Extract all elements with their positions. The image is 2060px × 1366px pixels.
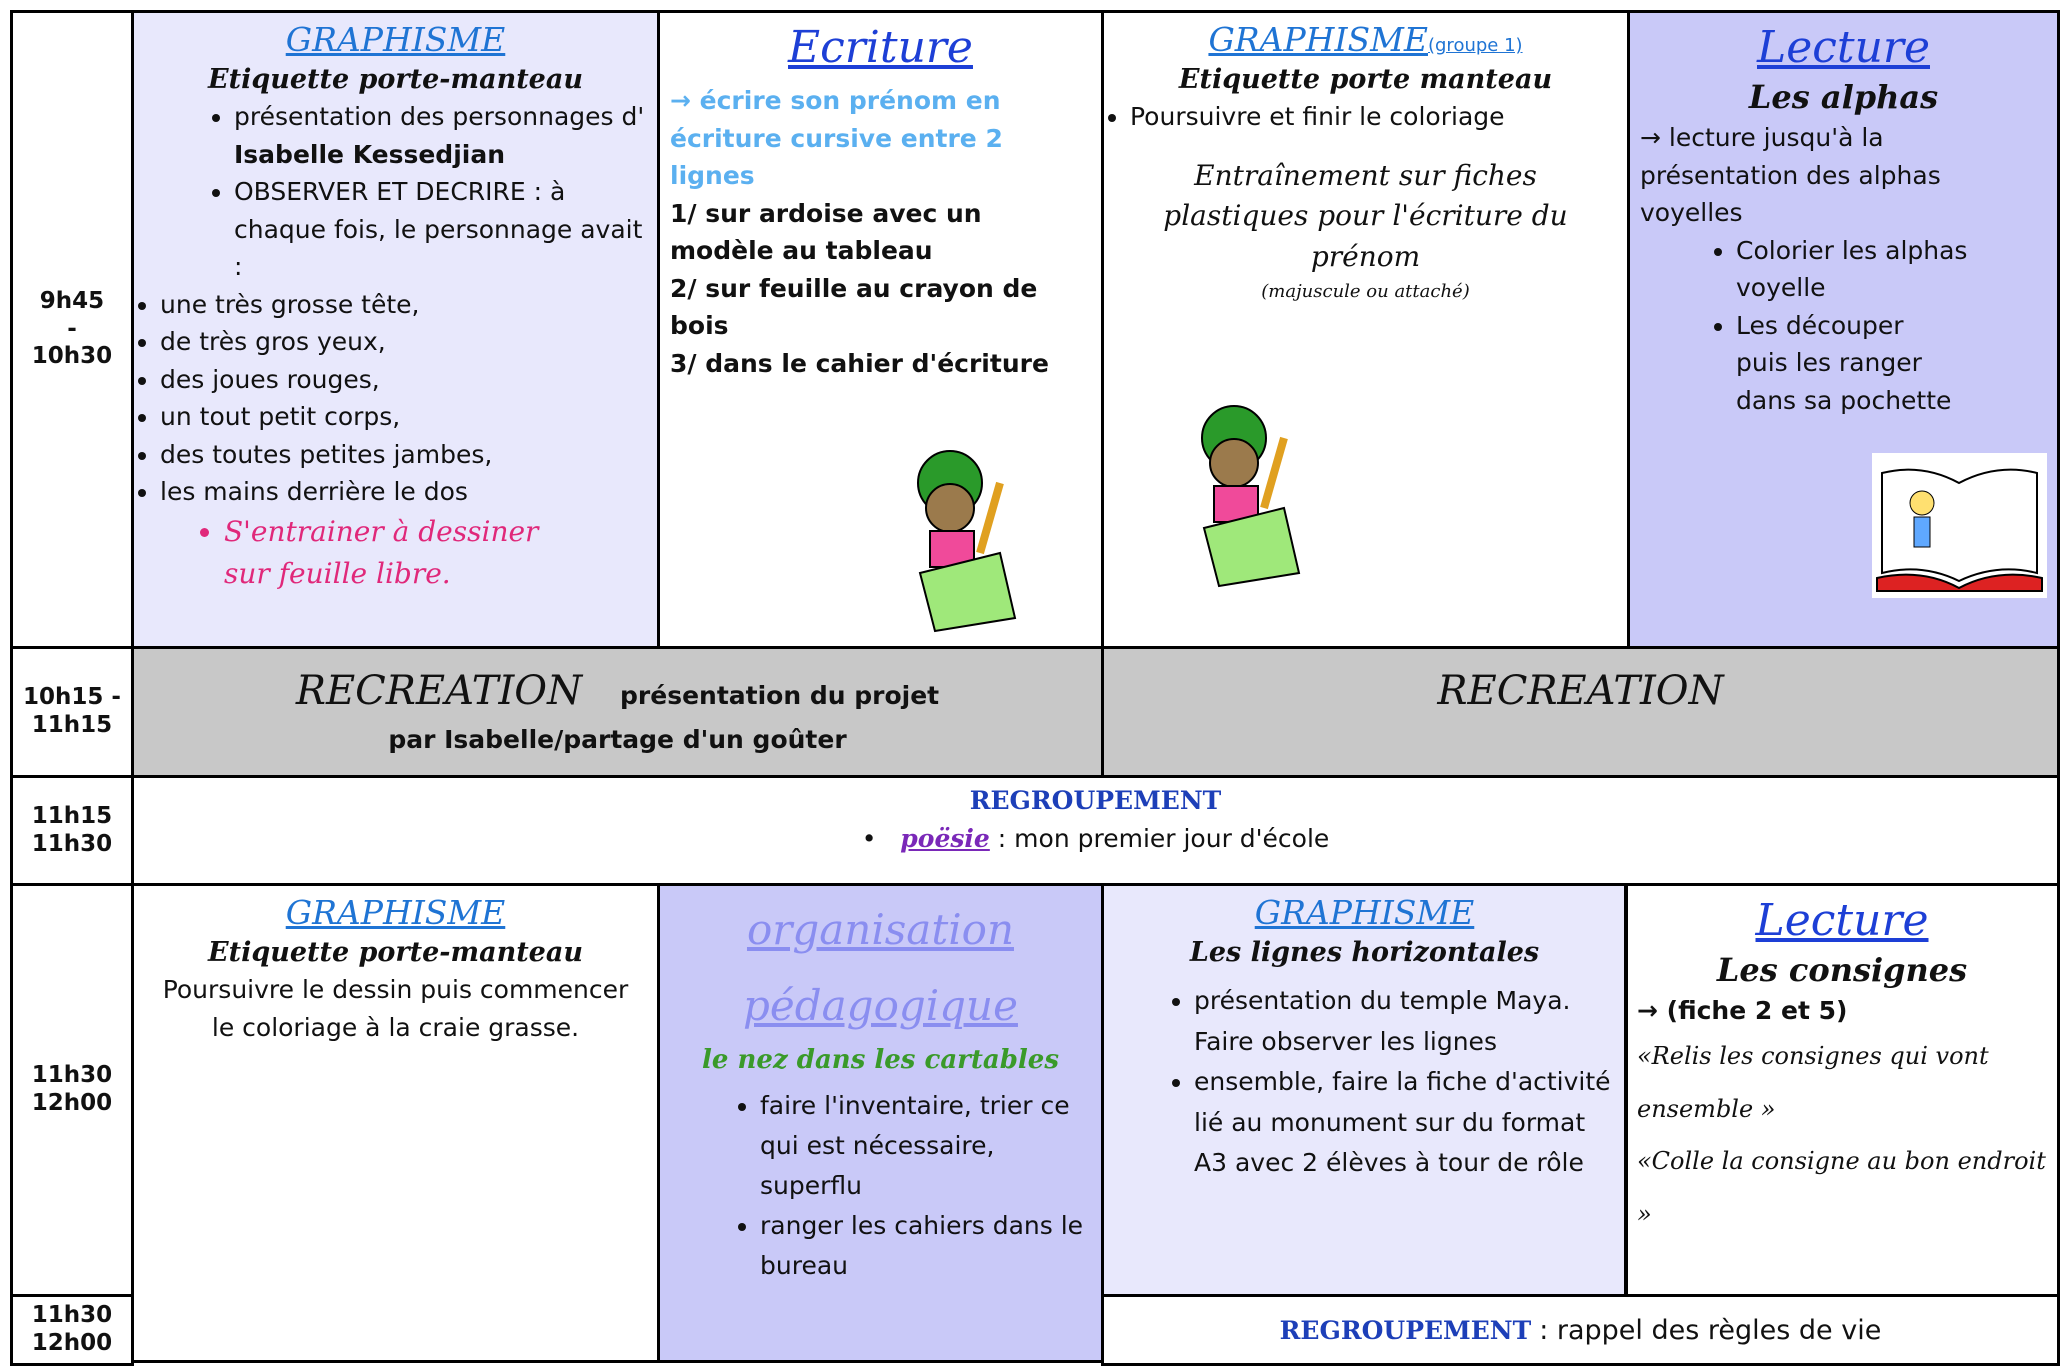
item: ensemble, faire la fiche d'activité lié … [1194,1062,1615,1184]
recreation-text: présentation du projet par Isabelle/part… [388,681,940,754]
recreation-cell: RECREATION [1101,646,2060,778]
time: - [67,315,77,342]
item: présentation du temple Maya. Faire obser… [1194,981,1615,1062]
item: OBSERVER ET DECRIRE : à chaque fois, le … [234,173,647,286]
recreation-title: RECREATION [1437,668,1724,714]
cell-subtitle: Les lignes horizontales [1189,936,1540,968]
recreation-title: RECREATION [295,668,583,714]
time: 11h15 [31,712,113,738]
time: 10h30 [31,343,113,370]
regroupement-text: : rappel des règles de vie [1539,1315,1882,1346]
feature: des toutes petites jambes, [160,436,647,474]
time: 11h30 [31,830,113,857]
cell-subtitle: le nez dans les cartables [702,1045,1059,1076]
child-illustration [917,450,1017,633]
step: 2/ sur feuille au crayon de bois [670,273,1038,341]
step: 3/ dans le cahier d'écriture [670,348,1049,378]
item: présentation des personnages d' Isabelle… [234,98,647,173]
group: (groupe 1) [1427,35,1523,56]
cell-title: Lecture [1757,22,1930,73]
item: Les découper puis les ranger dans sa poc… [1736,307,1956,420]
intro: → (fiche 2 et 5) [1637,996,1848,1026]
quote: «Colle la consigne au bon endroit » [1637,1147,2046,1229]
time: 12h00 [31,1090,113,1116]
child-illustration [1201,405,1301,588]
item: ranger les cahiers dans le bureau [760,1206,1091,1286]
intro: → lecture jusqu'à la présentation des al… [1640,123,1941,228]
intro: → écrire son prénom en écriture cursive … [670,86,1003,191]
regroupement-title: REGROUPEMENT [1279,1316,1532,1345]
lecture-cell: Lecture Les alphas → lecture jusqu'à la … [1627,10,2060,649]
item: faire l'inventaire, trier ce qui est néc… [760,1086,1091,1206]
feature: une très grosse tête, [160,286,647,324]
feature: les mains derrière le dos [160,473,647,511]
ecriture-cell: Ecriture → écrire son prénom en écriture… [657,10,1104,649]
step: 1/ sur ardoise avec un modèle au tableau [670,198,982,266]
cell-title: Ecriture [788,22,973,73]
item: Colorier les alphas voyelle [1736,232,2047,307]
cell-subtitle: Etiquette porte-manteau [208,936,583,968]
item-label: poësie [900,823,990,853]
feature: un tout petit corps, [160,398,647,436]
cell-text: Poursuivre le dessin puis commencer le c… [162,975,629,1042]
regroupement-cell: REGROUPEMENT : rappel des règles de vie [1101,1294,2060,1366]
graphisme-groupe-cell: GRAPHISME(groupe 1) Etiquette porte mant… [1101,10,1630,649]
cell-subtitle: Etiquette porte-manteau [208,63,583,95]
item-text: : mon premier jour d'école [997,823,1330,853]
time-cell: 10h15 - 11h15 [10,646,134,778]
item-name: Isabelle Kessedjian [234,139,506,169]
feature: de très gros yeux, [160,323,647,361]
cell-title: GRAPHISME [1254,893,1475,932]
regroupement-cell: REGROUPEMENT • poësie : mon premier jour… [131,775,2060,886]
cell-subtitle: Les consignes [1716,951,1968,990]
cell-title: GRAPHISME [285,893,506,932]
time-cell: 11h15 11h30 [10,775,134,886]
regroupement-title: REGROUPEMENT [969,786,1222,815]
graphisme-cell: GRAPHISME Etiquette porte-manteau Poursu… [131,883,660,1363]
cell-title: organisation pédagogique [743,905,1018,1030]
cell-subtitle: Etiquette porte manteau [1178,63,1553,95]
cell-title: Lecture [1755,895,1929,946]
organisation-cell: organisation pédagogique le nez dans les… [657,883,1104,1363]
note: Entraînement sur fiches plastiques pour … [1163,158,1568,274]
time-cell: 11h30 12h00 [10,883,134,1297]
time: 11h15 [31,802,113,829]
cell-title: GRAPHISME [285,20,506,59]
book-illustration [1872,453,2047,598]
time: 9h45 [39,288,105,315]
quote: «Relis les consignes qui vont ensemble » [1637,1041,1989,1123]
time: 11h30 [31,1302,113,1329]
feature: des joues rouges, [160,361,647,399]
item-text: présentation des personnages d' [234,102,645,132]
graphisme-cell: GRAPHISME Etiquette porte-manteau présen… [131,10,660,649]
time-cell: 11h30 12h00 [10,1294,134,1366]
time: 12h00 [31,1330,113,1356]
time-cell: 9h45 - 10h30 [10,10,134,649]
exercise: S'entrainer à dessiner sur feuille libre… [224,511,554,595]
note-detail: (majuscule ou attaché) [1261,280,1470,302]
graphisme-cell: GRAPHISME Les lignes horizontales présen… [1101,883,1628,1297]
recreation-cell: RECREATION présentation du projet par Is… [131,646,1104,778]
time: 11h30 [31,1062,113,1089]
lecture-cell: Lecture Les consignes → (fiche 2 et 5) «… [1624,883,2060,1297]
item: Poursuivre et finir le coloriage [1130,98,1617,136]
cell-title: GRAPHISME [1208,20,1428,59]
cell-subtitle: Les alphas [1748,78,1939,117]
time: 10h15 - [23,684,121,711]
